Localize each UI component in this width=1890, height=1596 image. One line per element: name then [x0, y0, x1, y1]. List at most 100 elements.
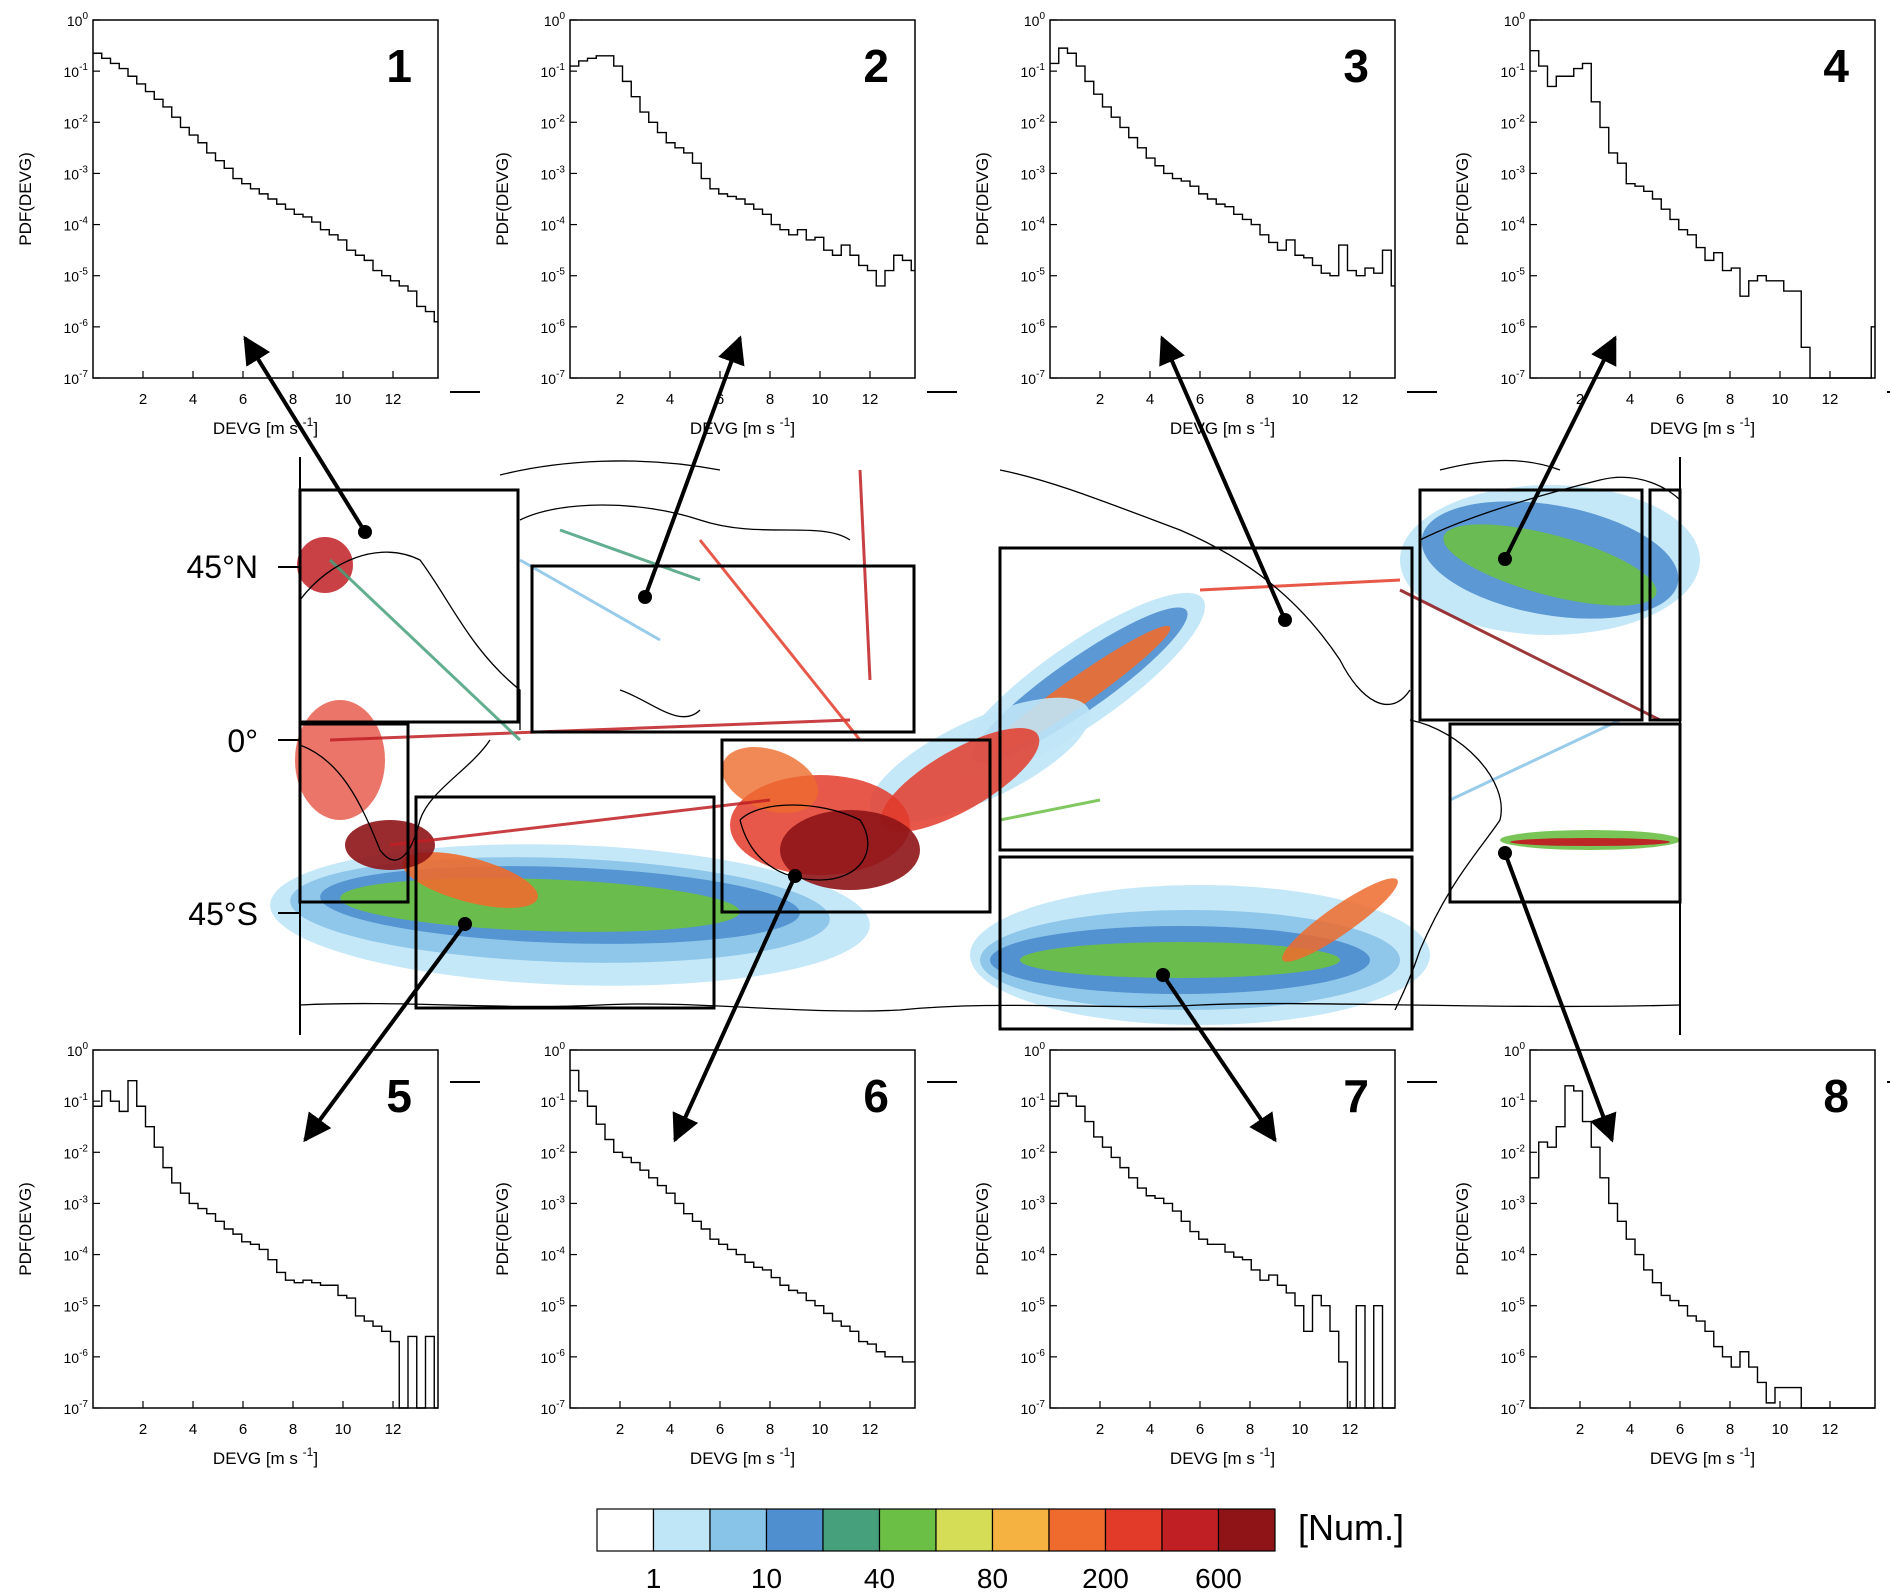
colorbar-tick-label: 80	[977, 1563, 1008, 1594]
y-tick-label: 10-3	[1501, 164, 1526, 182]
pdf-step-line	[570, 55, 915, 287]
arrow-origin-dot	[1278, 613, 1292, 627]
arrow-origin-dot	[458, 917, 472, 931]
colorbar-boxes	[596, 1508, 1276, 1552]
y-axis-label: PDF(DEVG)	[16, 152, 35, 246]
colorbar: 1 10 40 80 200 600 [Num.]	[596, 1507, 1404, 1594]
arrow	[1503, 852, 1617, 1143]
colorbar-tick-label: 10	[751, 1563, 782, 1594]
histogram-panel-1: 100 10-1 10-2 10-3 10-4 10-5 10-6 10-7 2 4 6 8 10 12 D…	[16, 11, 480, 438]
x-tick-label: 2	[1096, 391, 1104, 408]
x-axis-label: DEVG [m s -1]	[1170, 415, 1275, 438]
shipping-route	[1399, 588, 1661, 722]
shipping-route	[328, 558, 522, 742]
lat-label-0: 0°	[227, 723, 258, 759]
x-tick-label: 6	[716, 391, 724, 408]
colorbar-tick-label: 40	[864, 1563, 895, 1594]
arrow-origin-dot	[638, 590, 652, 604]
y-tick-label: 10-3	[1021, 164, 1046, 182]
histogram-panel-8: 100 10-1 10-2 10-3 10-4 10-5 10-6 10-7 2 4 6 8 10 12 D…	[1453, 1041, 1890, 1468]
x-axis-label: DEVG [m s -1]	[213, 1445, 318, 1468]
colorbar-tick-label: 200	[1082, 1563, 1129, 1594]
x-tick-label: 12	[385, 391, 402, 408]
panel-number: 4	[1823, 40, 1849, 92]
y-tick-label: 10-5	[64, 267, 89, 285]
x-tick-label: 6	[1676, 1421, 1684, 1438]
y-tick-label: 10-3	[1021, 1194, 1046, 1212]
histogram-panel-5: 100 10-1 10-2 10-3 10-4 10-5 10-6 10-7 2 4 6 8 10 12 D…	[16, 1041, 480, 1468]
colorbar-box	[991, 1508, 1050, 1552]
y-tick-label: 10-6	[1501, 1348, 1526, 1366]
y-tick-label: 10-4	[1021, 216, 1046, 234]
colorbar-box	[1048, 1508, 1107, 1552]
x-tick-label: 12	[1822, 391, 1839, 408]
y-tick-label: 10-4	[541, 216, 566, 234]
panel-number: 2	[863, 40, 889, 92]
y-tick-label: 10-2	[541, 113, 566, 131]
density-patch	[721, 747, 819, 813]
x-tick-label: 2	[1576, 1421, 1584, 1438]
x-axis-label: DEVG [m s -1]	[213, 415, 318, 438]
x-tick-label: 10	[1292, 391, 1309, 408]
y-axis-label: PDF(DEVG)	[493, 152, 512, 246]
region-box	[998, 546, 1414, 852]
x-tick-label: 4	[189, 1421, 197, 1438]
density-patch	[1020, 942, 1340, 978]
colorbar-box	[1104, 1508, 1163, 1552]
y-tick-label: 10-3	[541, 164, 566, 182]
y-tick-label: 10-2	[1021, 1143, 1046, 1161]
pdf-step-line	[1050, 47, 1395, 287]
panel-frame	[1529, 1049, 1876, 1409]
x-tick-label: 2	[616, 391, 624, 408]
y-axis-label: PDF(DEVG)	[16, 1182, 35, 1276]
y-tick-label: 10-7	[64, 369, 89, 387]
y-tick-label: 100	[1504, 11, 1526, 29]
panel-frame	[1529, 19, 1876, 379]
arrow	[672, 875, 797, 1143]
panel-frame	[92, 19, 439, 379]
y-axis-label: PDF(DEVG)	[973, 152, 992, 246]
lat-label-45s: 45°S	[188, 896, 258, 932]
x-tick-label: 4	[666, 391, 674, 408]
y-tick-label: 10-3	[541, 1194, 566, 1212]
arrow	[243, 335, 367, 534]
y-tick-label: 10-7	[1021, 1399, 1046, 1417]
pdf-step-line	[1530, 1085, 1875, 1409]
y-tick-label: 100	[544, 1041, 566, 1059]
world-map: 45°N 0° 45°S	[187, 457, 1700, 1035]
pdf-step-line	[93, 52, 438, 323]
arrow-origin-dot	[788, 869, 802, 883]
region-arrows	[243, 335, 1617, 1143]
y-tick-label: 10-1	[64, 62, 89, 80]
panel-number: 8	[1823, 1070, 1849, 1122]
histogram-panel-2: 100 10-1 10-2 10-3 10-4 10-5 10-6 10-7 2 4 6 8 10 12 D…	[493, 11, 957, 438]
x-tick-label: 8	[289, 1421, 297, 1438]
x-tick-label: 8	[1246, 1421, 1254, 1438]
histogram-panel-3: 100 10-1 10-2 10-3 10-4 10-5 10-6 10-7 2 4 6 8 10 12 D…	[973, 11, 1437, 438]
colorbar-box	[935, 1508, 994, 1552]
y-tick-label: 10-6	[64, 318, 89, 336]
ship-density-field	[270, 469, 1700, 1025]
shipping-route	[1449, 718, 1621, 802]
y-tick-label: 100	[544, 11, 566, 29]
y-tick-label: 10-2	[1501, 113, 1526, 131]
x-tick-label: 12	[1822, 1421, 1839, 1438]
x-tick-label: 4	[1626, 391, 1634, 408]
coastline	[619, 689, 701, 718]
x-tick-label: 2	[1576, 391, 1584, 408]
y-tick-label: 10-3	[64, 1194, 89, 1212]
x-tick-label: 10	[335, 1421, 352, 1438]
colorbar-box	[709, 1508, 768, 1552]
histogram-panel-4: 100 10-1 10-2 10-3 10-4 10-5 10-6 10-7 2 4 6 8 10 12 D…	[1453, 11, 1890, 438]
coastline	[739, 804, 869, 881]
y-tick-label: 100	[1504, 1041, 1526, 1059]
y-tick-label: 10-6	[1021, 1348, 1046, 1366]
x-tick-label: 8	[1726, 391, 1734, 408]
x-tick-label: 2	[616, 1421, 624, 1438]
europe-hub	[297, 537, 353, 593]
pdf-step-line	[1050, 1092, 1395, 1409]
y-tick-label: 10-1	[1021, 1092, 1046, 1110]
y-tick-label: 10-2	[541, 1143, 566, 1161]
y-tick-label: 100	[1024, 1041, 1046, 1059]
panel-frame	[569, 1049, 916, 1409]
